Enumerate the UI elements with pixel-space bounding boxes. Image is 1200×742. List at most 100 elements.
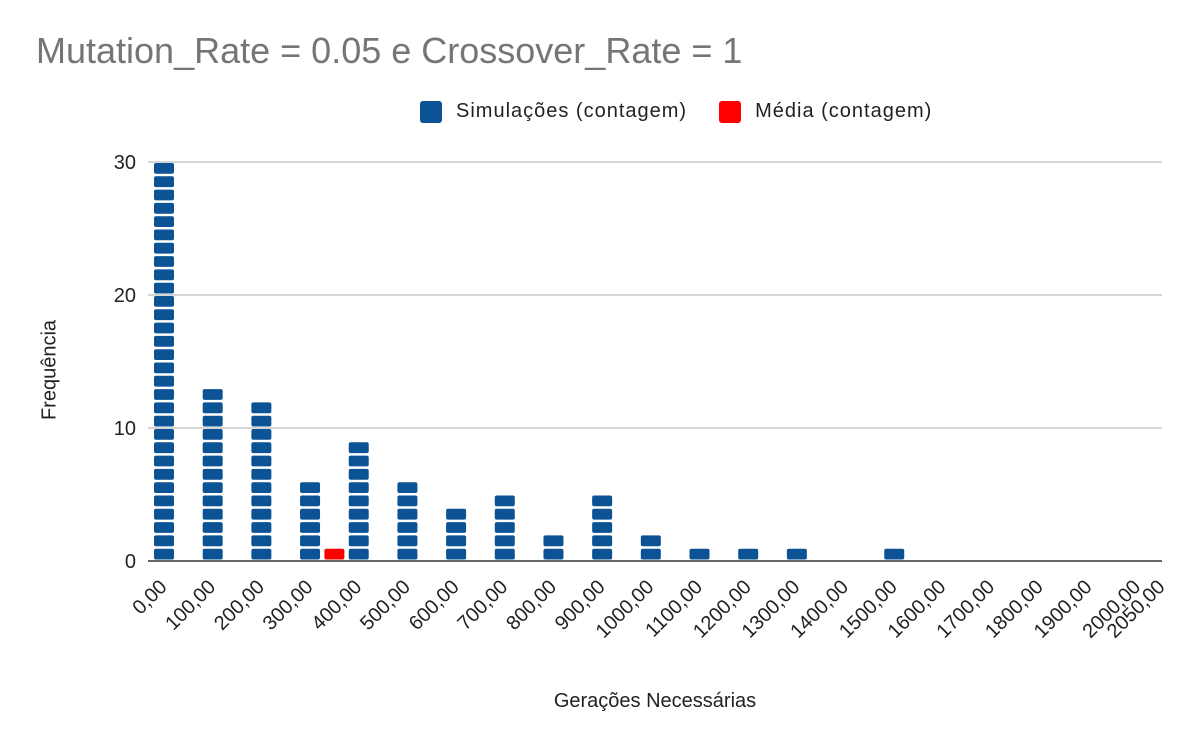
bar-unit <box>251 482 272 493</box>
bar-unit <box>494 508 515 520</box>
bar-unit <box>348 482 369 493</box>
bar-unit <box>884 548 905 560</box>
bar-simulacoes <box>592 495 613 560</box>
bar-unit <box>786 548 807 560</box>
bar-unit <box>154 309 174 321</box>
bar-unit <box>202 548 223 560</box>
legend-item-simulacoes: Simulações (contagem) <box>420 100 687 123</box>
x-tick-label: 800,00 <box>502 576 561 635</box>
bar-unit <box>154 216 174 227</box>
bar-unit <box>348 508 369 520</box>
bar-unit <box>494 495 515 507</box>
bar-simulacoes <box>884 548 905 560</box>
bar-unit <box>251 468 272 480</box>
bar-unit <box>300 495 321 507</box>
bar-simulacoes <box>446 508 467 560</box>
bar-unit <box>251 455 272 467</box>
bar-simulacoes <box>786 548 807 560</box>
bar-unit <box>738 548 759 560</box>
y-tick-label: 20 <box>114 285 136 307</box>
bar-unit <box>689 548 710 560</box>
bar-unit <box>300 548 321 560</box>
legend-label-media: Média (contagem) <box>755 100 933 122</box>
bar-unit <box>251 415 272 427</box>
legend: Simulações (contagem) Média (contagem) <box>420 100 964 123</box>
bar-unit <box>251 495 272 507</box>
bar-unit <box>446 508 467 520</box>
bar-unit <box>543 535 564 547</box>
legend-swatch-media <box>719 100 742 123</box>
x-tick-label: 700,00 <box>454 576 513 635</box>
bar-unit <box>494 548 515 560</box>
x-tick-label: 200,00 <box>210 576 269 635</box>
bar-unit <box>348 495 369 507</box>
bar-simulacoes <box>494 495 515 560</box>
bar-unit <box>397 482 418 493</box>
bar-simulacoes <box>251 402 272 560</box>
bar-unit <box>300 508 321 520</box>
bar-unit <box>154 522 174 533</box>
x-tick-label: 0,00 <box>128 576 171 619</box>
bar-unit <box>640 548 661 560</box>
bar-unit <box>154 429 174 440</box>
bar-unit <box>202 508 223 520</box>
bar-unit <box>154 535 174 547</box>
bar-unit <box>154 482 174 493</box>
y-tick-label: 30 <box>114 152 136 174</box>
bar-unit <box>397 508 418 520</box>
bar-unit <box>592 548 613 560</box>
bar-unit <box>202 495 223 507</box>
bar-unit <box>154 322 174 334</box>
bar-unit <box>154 242 174 254</box>
bar-unit <box>251 442 272 454</box>
bar-unit <box>592 522 613 533</box>
bar-unit <box>251 535 272 547</box>
bar-unit <box>154 455 174 467</box>
bar-unit <box>397 495 418 507</box>
bar-unit <box>154 442 174 454</box>
bar-unit <box>494 535 515 547</box>
bar-unit <box>154 163 174 174</box>
bar-unit <box>154 548 174 560</box>
bar-unit <box>640 535 661 547</box>
bar-unit <box>397 535 418 547</box>
bar-unit <box>154 296 174 307</box>
bar-unit <box>324 548 345 560</box>
bar-unit <box>300 482 321 493</box>
bar-simulacoes <box>738 548 759 560</box>
y-tick-label: 0 <box>125 551 136 573</box>
bar-unit <box>154 349 174 360</box>
bar-unit <box>202 455 223 467</box>
y-tick-label: 10 <box>114 418 136 440</box>
bar-unit <box>154 389 174 400</box>
bar-unit <box>202 415 223 427</box>
bar-simulacoes <box>202 389 223 560</box>
legend-item-media: Média (contagem) <box>719 100 932 123</box>
bar-unit <box>251 508 272 520</box>
bar-unit <box>446 522 467 533</box>
bar-unit <box>202 482 223 493</box>
bar-unit <box>154 362 174 374</box>
bar-unit <box>348 522 369 533</box>
bar-unit <box>348 442 369 454</box>
bar-unit <box>202 389 223 400</box>
bar-unit <box>251 429 272 440</box>
bar-simulacoes <box>543 535 564 560</box>
bar-unit <box>348 455 369 467</box>
bar-unit <box>251 548 272 560</box>
x-axis-label: Gerações Necessárias <box>553 690 757 712</box>
bar-unit <box>446 548 467 560</box>
bar-unit <box>251 402 272 414</box>
bar-unit <box>154 256 174 267</box>
bar-simulacoes <box>689 548 710 560</box>
x-tick-label: 400,00 <box>307 576 366 635</box>
bar-unit <box>300 522 321 533</box>
bar-unit <box>397 548 418 560</box>
bar-simulacoes <box>640 535 661 560</box>
bar-unit <box>154 375 174 387</box>
bar-unit <box>592 495 613 507</box>
bar-unit <box>348 468 369 480</box>
bar-simulacoes <box>154 163 174 560</box>
bar-unit <box>202 429 223 440</box>
bar-unit <box>348 548 369 560</box>
